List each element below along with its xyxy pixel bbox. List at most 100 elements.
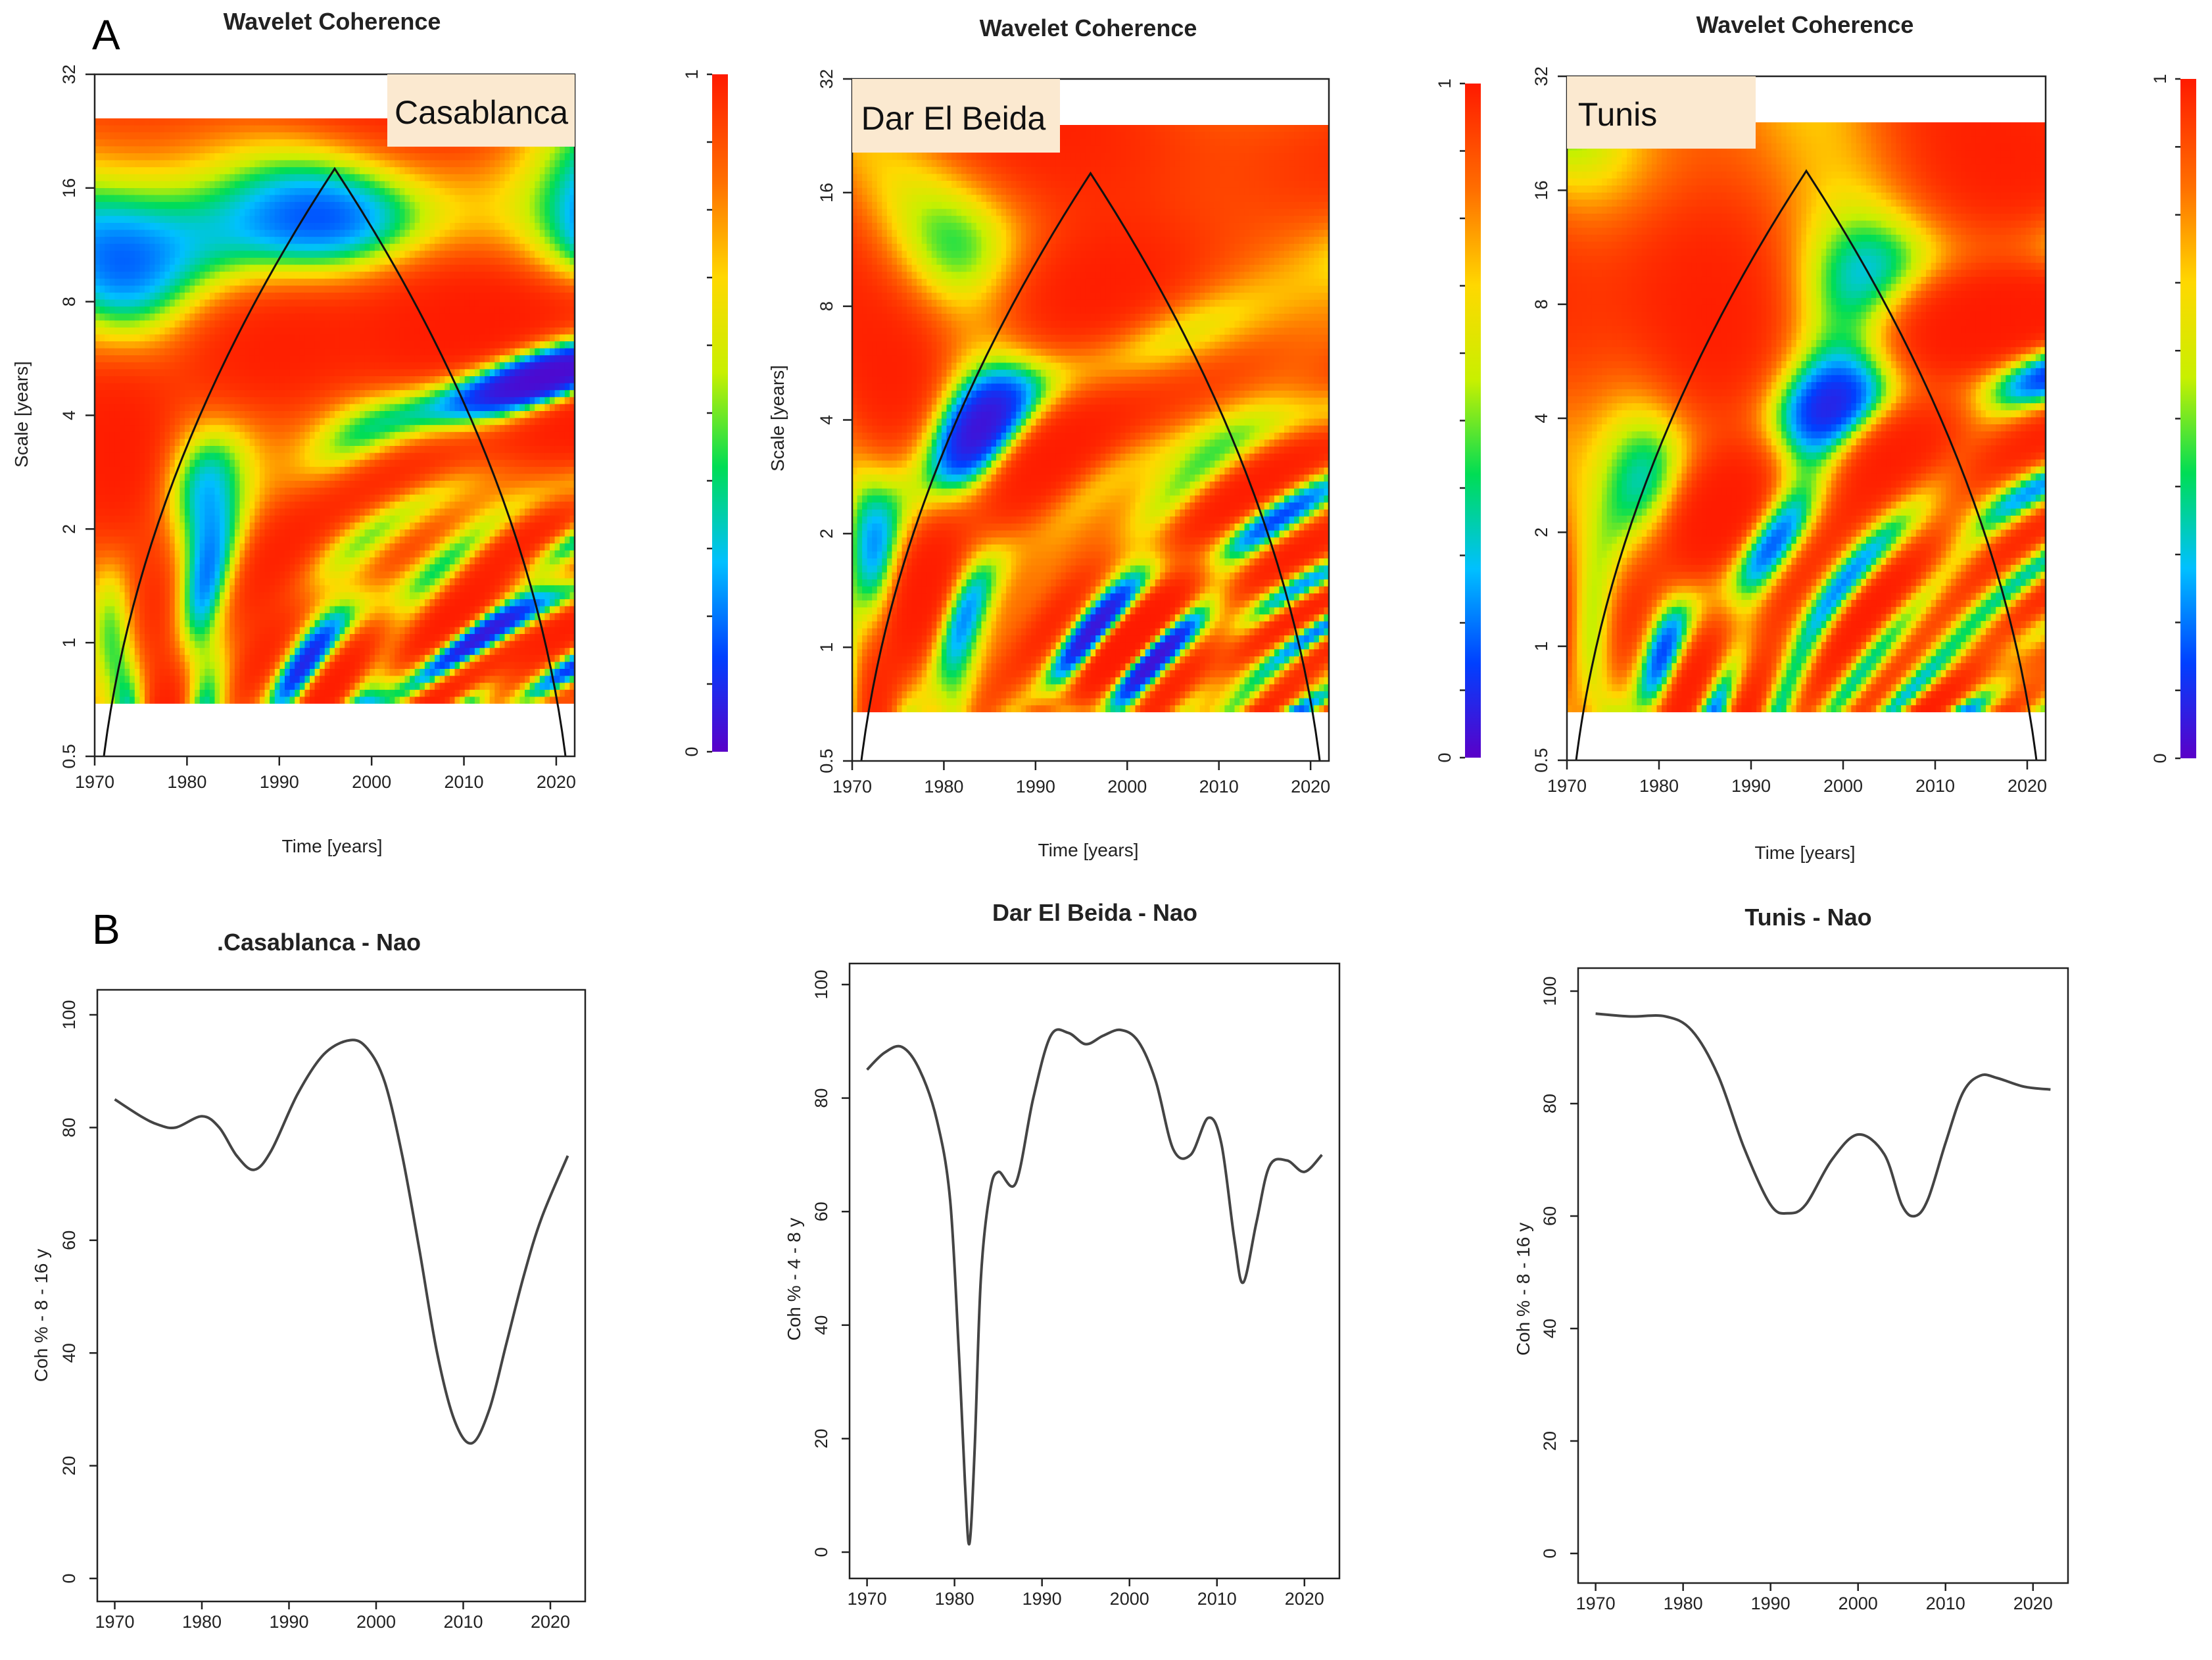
- heatmap-cell: [259, 202, 266, 210]
- heatmap-cell: [145, 487, 151, 495]
- heatmap-cell: [134, 689, 141, 698]
- heatmap-cell: [114, 564, 120, 572]
- heatmap-cell: [189, 474, 195, 481]
- heatmap-cell: [199, 369, 206, 377]
- heatmap-cell: [105, 460, 110, 468]
- heatmap-cell: [274, 208, 281, 217]
- heatmap-cell: [304, 376, 310, 384]
- heatmap-cell: [99, 418, 105, 426]
- heatmap-cell: [324, 208, 331, 217]
- heatmap-cell: [264, 585, 270, 593]
- heatmap-cell: [310, 606, 316, 614]
- heatmap-cell: [199, 348, 206, 356]
- heatmap-cell: [289, 508, 295, 516]
- heatmap-cell: [234, 202, 241, 210]
- heatmap-cell: [370, 285, 375, 293]
- heatmap-cell: [349, 327, 356, 335]
- heatmap-cell: [285, 557, 291, 565]
- heatmap-cell: [279, 390, 285, 398]
- heatmap-cell: [310, 160, 316, 168]
- heatmap-cell: [364, 606, 370, 614]
- heatmap-cell: [134, 487, 141, 495]
- heatmap-cell: [329, 230, 335, 237]
- heatmap-cell: [279, 118, 285, 126]
- heatmap-cell: [180, 529, 185, 537]
- heatmap-cell: [180, 620, 185, 628]
- heatmap-cell: [270, 599, 276, 607]
- heatmap-cell: [239, 222, 245, 231]
- heatmap-cell: [385, 627, 391, 635]
- heatmap-cell: [239, 641, 245, 648]
- heatmap-cell: [234, 299, 241, 307]
- heatmap-cell: [155, 139, 160, 147]
- heatmap-cell: [224, 501, 231, 510]
- heatmap-cell: [279, 222, 285, 231]
- heatmap-cell: [339, 202, 345, 210]
- heatmap-cell: [320, 452, 325, 460]
- heatmap-cell: [174, 425, 181, 433]
- heatmap-cell: [134, 648, 141, 656]
- heatmap-cell: [385, 292, 391, 301]
- heatmap-cell: [249, 669, 256, 677]
- heatmap-cell: [220, 299, 226, 307]
- heatmap-cell: [124, 299, 130, 307]
- heatmap-cell: [109, 202, 116, 210]
- heatmap-cell: [124, 411, 130, 419]
- heatmap-cell: [304, 689, 310, 698]
- heatmap-cell: [320, 278, 325, 287]
- heatmap-cell: [174, 320, 181, 328]
- heatmap-cell: [114, 487, 120, 495]
- heatmap-cell: [159, 355, 166, 363]
- heatmap-cell: [259, 571, 266, 579]
- heatmap-cell: [379, 606, 385, 614]
- heatmap-cell: [249, 481, 256, 489]
- heatmap-cell: [314, 536, 320, 545]
- heatmap-cell: [279, 536, 285, 545]
- heatmap-cell: [134, 550, 141, 558]
- heatmap-cell: [130, 341, 135, 349]
- heatmap-cell: [310, 585, 316, 593]
- heatmap-cell: [370, 550, 375, 558]
- heatmap-cell: [354, 160, 360, 168]
- heatmap-cell: [364, 508, 370, 516]
- heatmap-cell: [199, 334, 206, 342]
- heatmap-cell: [339, 160, 345, 168]
- heatmap-cell: [220, 592, 226, 600]
- heatmap-cell: [289, 369, 295, 377]
- heatmap-cell: [214, 543, 220, 551]
- heatmap-cell: [234, 662, 241, 670]
- heatmap-cell: [220, 578, 226, 586]
- heatmap-cell: [349, 188, 356, 196]
- heatmap-cell: [109, 341, 116, 349]
- heatmap-cell: [270, 501, 276, 510]
- heatmap-cell: [349, 167, 356, 175]
- heatmap-cell: [299, 536, 306, 545]
- heatmap-cell: [105, 592, 110, 600]
- heatmap-cell: [310, 404, 316, 412]
- heatmap-cell: [385, 460, 391, 468]
- heatmap-cell: [335, 481, 341, 489]
- heatmap-cell: [199, 620, 206, 628]
- heatmap-cell: [335, 292, 341, 301]
- heatmap-cell: [109, 487, 116, 495]
- heatmap-cell: [130, 662, 135, 670]
- heatmap-cell: [349, 355, 356, 363]
- heatmap-cell: [264, 132, 270, 140]
- heatmap-cell: [254, 243, 260, 252]
- heatmap-cell: [295, 208, 301, 217]
- heatmap-cell: [95, 257, 101, 266]
- heatmap-cell: [199, 251, 206, 258]
- heatmap-cell: [134, 146, 141, 154]
- heatmap-cell: [264, 188, 270, 196]
- heatmap-cell: [304, 397, 310, 405]
- heatmap-cell: [229, 146, 235, 154]
- heatmap-cell: [279, 306, 285, 314]
- heatmap-cell: [274, 202, 281, 210]
- heatmap-cell: [249, 285, 256, 293]
- heatmap-cell: [274, 557, 281, 565]
- heatmap-cell: [324, 264, 331, 272]
- heatmap-cell: [105, 369, 110, 377]
- heatmap-cell: [385, 230, 391, 237]
- heatmap-cell: [155, 460, 160, 468]
- heatmap-cell: [224, 222, 231, 231]
